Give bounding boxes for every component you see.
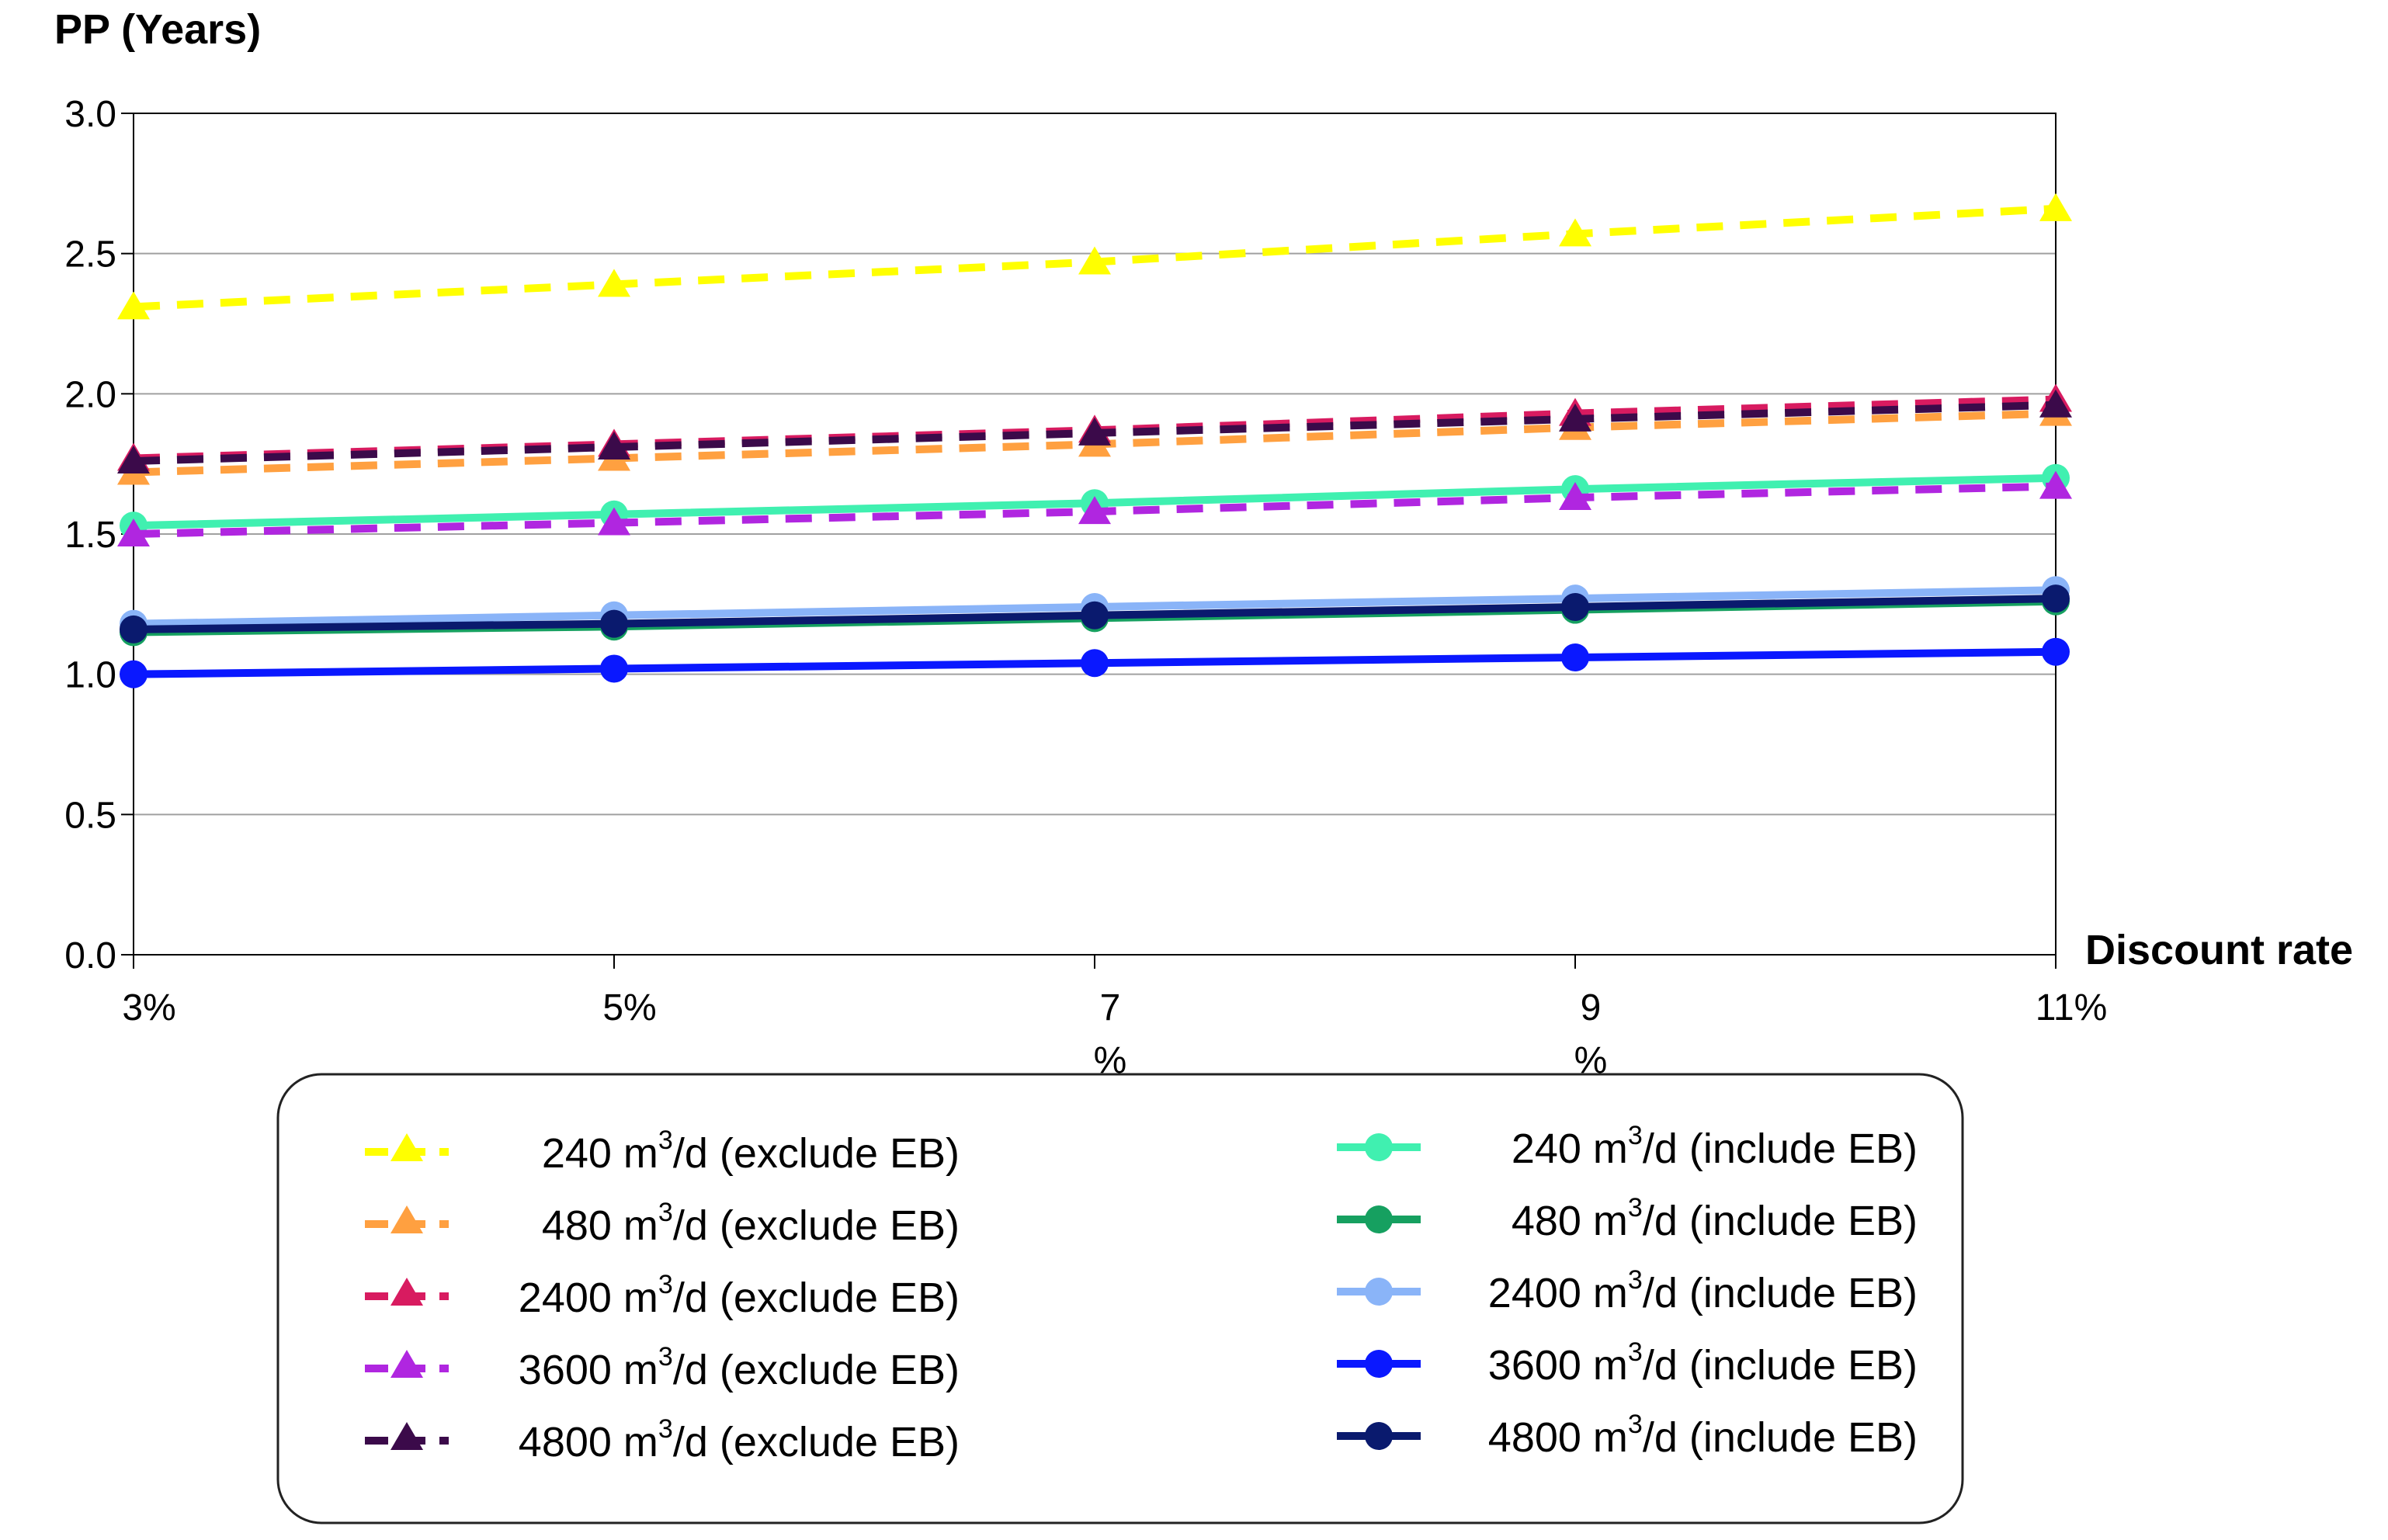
y-axis-label: PP (Years) — [54, 6, 261, 53]
data-point — [1559, 403, 1591, 432]
data-point — [598, 507, 630, 536]
data-point — [600, 654, 628, 683]
data-point — [117, 519, 150, 546]
legend-label: 240 m3/d (exclude EB) — [542, 1126, 960, 1177]
data-point — [117, 291, 150, 320]
circle-marker-icon — [1365, 1133, 1393, 1161]
data-point — [1561, 592, 1589, 621]
data-point — [600, 609, 628, 638]
data-point — [2039, 389, 2072, 418]
series-3600-include-eb — [120, 637, 2070, 688]
data-point — [598, 269, 630, 297]
y-tick-label: 2.0 — [64, 374, 116, 415]
series-3600-exclude-eb — [117, 470, 2072, 546]
legend-item-2400-exclude-eb: 2400 m3/d (exclude EB) — [365, 1270, 960, 1321]
x-tick-label: 11% — [2036, 987, 2108, 1028]
triangle-marker-icon — [390, 1278, 423, 1306]
x-axis-label: Discount rate — [2085, 927, 2353, 973]
data-point — [1559, 482, 1591, 511]
x-tick-label: 7% — [1094, 987, 1127, 1081]
legend-label: 240 m3/d (include EB) — [1512, 1121, 1918, 1172]
y-tick-label: 2.5 — [64, 234, 116, 276]
series-4800-include-eb — [120, 584, 2070, 643]
axis-ticks: 0.0 0.5 1.0 1.5 2.0 2.5 3.0 3% 5% 7 % 9 % 11% — [64, 94, 2107, 1081]
legend-item-4800-exclude-eb: 4800 m3/d (exclude EB) — [365, 1414, 960, 1465]
data-point — [1559, 218, 1591, 247]
legend-item-2400-include-eb: 2400 m3/d (include EB) — [1337, 1265, 1918, 1316]
legend-item-240-exclude-eb: 240 m3/d (exclude EB) — [365, 1126, 960, 1177]
data-point — [1561, 643, 1589, 671]
circle-marker-icon — [1365, 1350, 1393, 1378]
data-point — [2039, 192, 2072, 221]
data-point — [1081, 601, 1109, 630]
legend-item-3600-include-eb: 3600 m3/d (include EB) — [1337, 1337, 1918, 1389]
legend: 240 m3/d (exclude EB) 480 m3/d (exclude E… — [365, 1121, 1918, 1465]
legend-item-3600-exclude-eb: 3600 m3/d (exclude EB) — [365, 1342, 960, 1393]
legend-label: 480 m3/d (exclude EB) — [542, 1198, 960, 1249]
grid-lines — [134, 113, 2056, 816]
legend-box — [276, 1073, 1964, 1524]
x-tick-label: 5% — [602, 987, 656, 1028]
y-tick-label: 0.5 — [64, 795, 116, 836]
legend-label: 3600 m3/d (include EB) — [1488, 1337, 1918, 1389]
x-tick-label: 9% — [1574, 987, 1608, 1081]
legend-label: 2400 m3/d (include EB) — [1488, 1265, 1918, 1316]
x-tick-label: 3% — [122, 987, 175, 1028]
circle-marker-icon — [1365, 1422, 1393, 1450]
legend-item-480-exclude-eb: 480 m3/d (exclude EB) — [365, 1198, 960, 1249]
y-tick-label: 1.0 — [64, 655, 116, 696]
y-tick-label: 0.0 — [64, 935, 116, 976]
data-point — [117, 446, 150, 474]
circle-marker-icon — [1365, 1205, 1393, 1233]
legend-label: 4800 m3/d (exclude EB) — [519, 1414, 960, 1465]
data-point — [2042, 637, 2070, 666]
series-240-exclude-eb — [117, 192, 2072, 320]
circle-marker-icon — [1365, 1278, 1393, 1306]
triangle-marker-icon — [390, 1350, 423, 1378]
data-point — [1081, 649, 1109, 678]
data-point — [1078, 496, 1111, 525]
triangle-marker-icon — [390, 1422, 423, 1450]
triangle-marker-icon — [390, 1205, 423, 1233]
series-4800-exclude-eb — [117, 389, 2072, 474]
legend-item-480-include-eb: 480 m3/d (include EB) — [1337, 1193, 1918, 1244]
legend-label: 480 m3/d (include EB) — [1512, 1193, 1918, 1244]
y-tick-label: 3.0 — [64, 94, 116, 135]
legend-label: 2400 m3/d (exclude EB) — [519, 1270, 960, 1321]
triangle-marker-icon — [390, 1133, 423, 1161]
legend-item-240-include-eb: 240 m3/d (include EB) — [1337, 1121, 1918, 1172]
legend-label: 4800 m3/d (include EB) — [1488, 1410, 1918, 1461]
data-point — [1078, 417, 1111, 446]
data-point — [120, 615, 148, 643]
data-point — [120, 660, 148, 688]
data-point — [2039, 470, 2072, 499]
data-point — [1078, 246, 1111, 275]
data-series — [117, 192, 2072, 688]
data-point — [598, 431, 630, 460]
y-tick-label: 1.5 — [64, 515, 116, 556]
legend-item-4800-include-eb: 4800 m3/d (include EB) — [1337, 1410, 1918, 1461]
legend-label: 3600 m3/d (exclude EB) — [519, 1342, 960, 1393]
data-point — [2042, 584, 2070, 613]
